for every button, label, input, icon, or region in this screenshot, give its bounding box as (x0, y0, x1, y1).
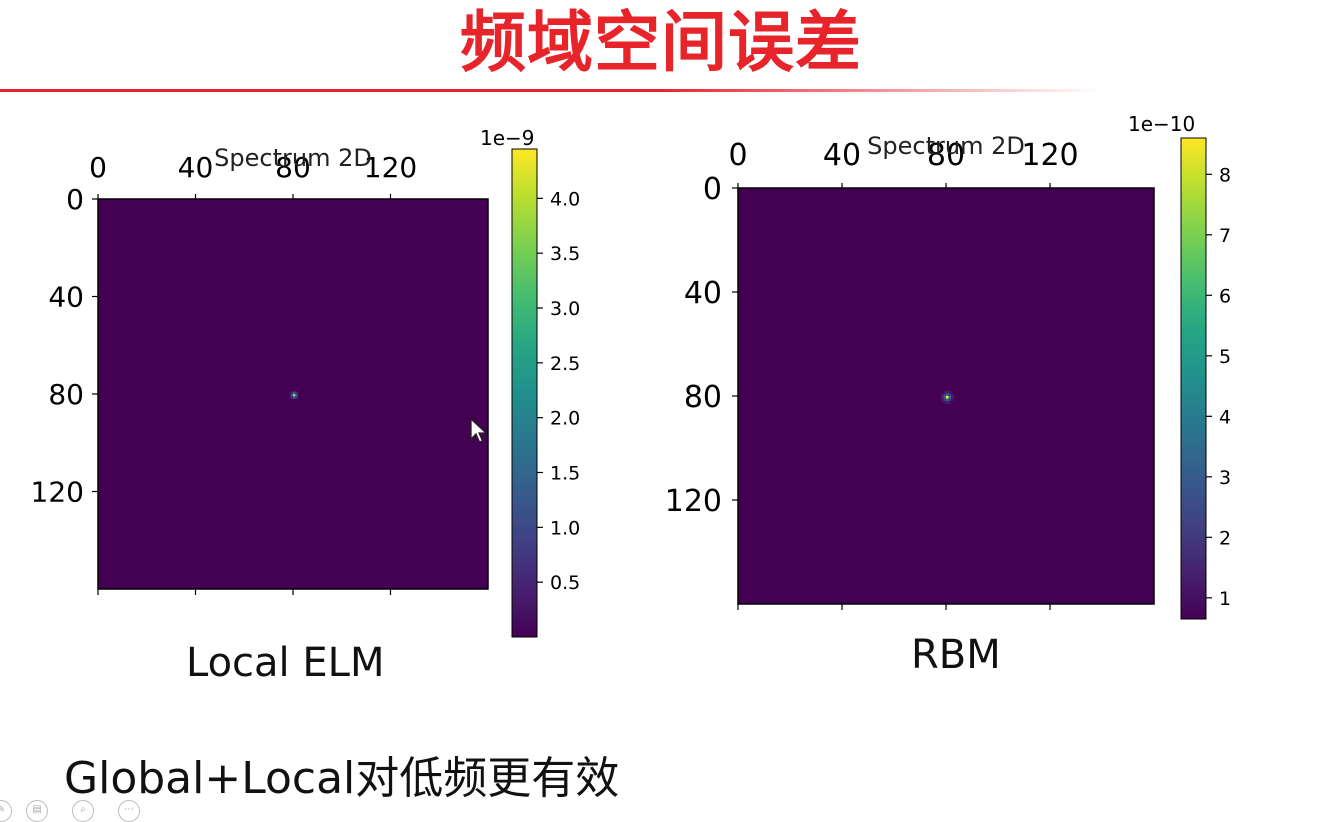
mouse-cursor-icon (470, 418, 488, 443)
more-icon[interactable]: ⋯ (118, 800, 140, 822)
x-tick-label: 40 (823, 138, 861, 173)
y-tick-label: 80 (48, 378, 84, 411)
caption-rbm: RBM (911, 632, 1001, 678)
heatmap-peak-cell (948, 398, 952, 402)
heatmap-peak-cell (940, 398, 944, 402)
heatmap-peak-cell (946, 396, 949, 399)
colorbar (511, 148, 538, 638)
heatmap-peak-cell (951, 396, 954, 399)
heatmap-peak-cell (290, 391, 293, 394)
colorbar-tick-label: 2 (1219, 527, 1231, 549)
colorbar-tick-label: 5 (1219, 346, 1231, 368)
x-tick-label: 0 (728, 138, 747, 173)
colorbar-tick-label: 4.0 (550, 188, 580, 210)
heatmap-peak-cell (951, 393, 954, 396)
footer-conclusion: Global+Local对低频更有效 (64, 753, 620, 804)
x-tick-label: 120 (364, 151, 417, 184)
y-tick-label: 40 (48, 281, 84, 314)
heatmap-peak-cell (948, 396, 952, 399)
heatmap-peak-cell (943, 401, 946, 404)
colorbar-tick-label: 8 (1219, 164, 1231, 186)
colorbar-tick-label: 2.5 (550, 353, 580, 375)
y-tick-label: 40 (684, 276, 722, 311)
heatmap-peak-cell (295, 394, 298, 397)
x-tick-label: 40 (178, 151, 214, 184)
heatmap-peak-cell (943, 398, 946, 402)
x-tick-label: 80 (275, 151, 311, 184)
colorbar-tick-label: 4 (1219, 406, 1231, 428)
heatmap-peak-cell (946, 398, 949, 402)
colorbar-tick-label: 1.5 (550, 463, 580, 485)
y-tick-label: 0 (66, 183, 84, 216)
colorbar-tick-label: 2.0 (550, 408, 580, 430)
colorbar-tick-label: 0.5 (550, 572, 580, 594)
heatmap-peak-cell (948, 390, 952, 394)
colorbar-scale-label: 1e−10 (1128, 112, 1195, 136)
heatmap-peak-cell (940, 393, 944, 396)
heatmap-peak-cell (293, 391, 296, 394)
heatmap-peak-cell (293, 396, 296, 399)
heatmap-peak-cell (943, 390, 946, 394)
heatmap-peak-cell (290, 396, 293, 399)
y-tick-label: 0 (703, 172, 722, 207)
heatmap-peak-cell (940, 396, 944, 399)
zoom-icon[interactable]: ⌕ (72, 800, 94, 822)
colorbar-tick-label: 3.0 (550, 298, 580, 320)
y-tick-label: 120 (665, 484, 722, 519)
x-tick-label: 0 (89, 151, 107, 184)
y-tick-label: 80 (684, 380, 722, 415)
heatmap-peak-cell (943, 393, 946, 396)
heatmap-peak-cell (948, 401, 952, 404)
heatmap-peak-cell (295, 391, 298, 394)
heatmap-peak-cell (948, 393, 952, 396)
colorbar-tick-label: 3.5 (550, 243, 580, 265)
colorbar-tick-label: 1.0 (550, 517, 580, 539)
plot-title: Spectrum 2D (214, 144, 372, 172)
heatmap-peak-cell (946, 390, 949, 394)
caption-local-elm: Local ELM (186, 640, 385, 686)
colorbar-tick-label: 1 (1219, 588, 1231, 610)
eraser-icon[interactable]: ▤ (26, 800, 48, 822)
pen-icon[interactable]: ✎ (0, 800, 12, 822)
colorbar-tick-label: 7 (1219, 225, 1231, 247)
slide-title: 频域空间误差 (460, 4, 862, 81)
title-divider (0, 89, 1100, 92)
heatmap-peak-cell (943, 396, 946, 399)
colorbar-tick-label: 6 (1219, 285, 1231, 307)
heatmap-peak-cell (946, 393, 949, 396)
heatmap-peak-cell (290, 394, 293, 397)
heatmap-peak-cell (951, 398, 954, 402)
heatmap-peak-cell (295, 396, 298, 399)
heatmap-peak-cell (946, 401, 949, 404)
colorbar-scale-label: 1e−9 (480, 126, 535, 150)
y-tick-label: 120 (31, 476, 84, 509)
colorbar-tick-label: 3 (1219, 467, 1231, 489)
colorbar (1180, 137, 1207, 620)
heatmap-peak-cell (293, 394, 296, 397)
plot-title: Spectrum 2D (867, 132, 1025, 160)
presentation-toolbar: ✎ ▤ ⌕ ⋯ (0, 798, 160, 822)
x-tick-label: 80 (927, 138, 965, 173)
x-tick-label: 120 (1021, 138, 1078, 173)
